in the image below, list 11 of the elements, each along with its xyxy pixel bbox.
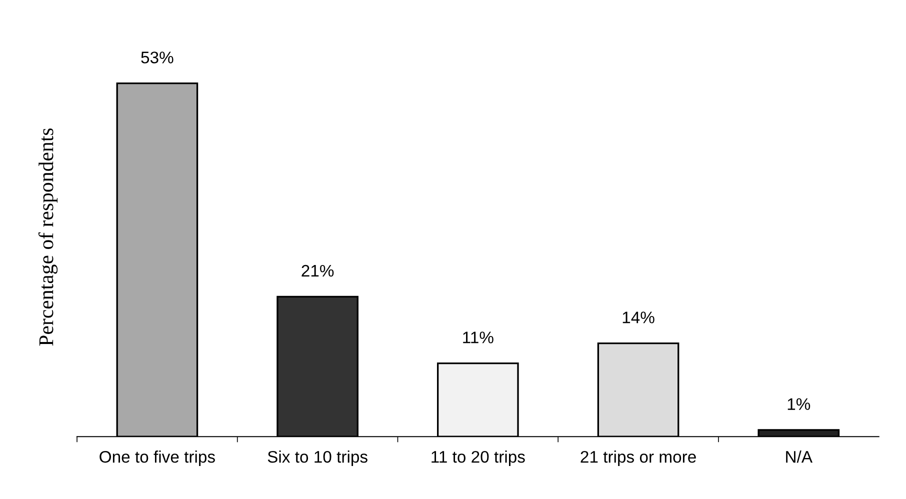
- x-tick-label: N/A: [786, 450, 812, 463]
- x-tick-label: One to five trips: [100, 450, 215, 466]
- x-tick-label: 11 to 20 trips: [432, 450, 525, 466]
- data-label: 53%: [141, 52, 174, 64]
- data-label: 14%: [622, 312, 654, 324]
- x-tick-label: 21 trips or more: [580, 450, 696, 466]
- y-axis-title: Percentage of respondents: [38, 128, 58, 346]
- data-label: 1%: [788, 398, 810, 410]
- data-label: 21%: [302, 264, 334, 277]
- data-label: 11%: [463, 332, 494, 344]
- x-tick-label: Six to 10 trips: [268, 450, 368, 466]
